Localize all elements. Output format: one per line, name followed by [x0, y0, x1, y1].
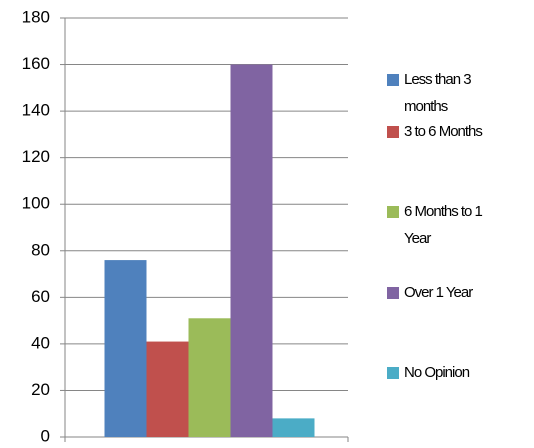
bar — [230, 64, 273, 438]
bar — [188, 318, 231, 437]
legend-label: Over 1 Year — [404, 284, 473, 301]
y-tick-label: 160 — [22, 54, 50, 73]
bar — [146, 341, 189, 437]
legend-swatch — [387, 287, 399, 299]
legend-label: Less than 3 months — [404, 71, 472, 115]
bar — [272, 418, 315, 437]
y-tick-label: 80 — [31, 240, 50, 259]
legend-label: No Opinion — [404, 364, 470, 381]
y-tick-label: 0 — [41, 426, 50, 445]
legend-swatch — [387, 126, 399, 138]
y-tick-label: 140 — [22, 101, 50, 120]
y-tick-label: 100 — [22, 194, 50, 213]
legend-label: 3 to 6 Months — [404, 123, 483, 140]
legend-swatch — [387, 206, 399, 218]
y-tick-label: 40 — [31, 333, 50, 352]
legend-swatch — [387, 367, 399, 379]
y-tick-label: 60 — [31, 287, 50, 306]
y-tick-label: 120 — [22, 147, 50, 166]
legend-swatch — [387, 74, 399, 86]
y-tick-label: 20 — [31, 380, 50, 399]
legend-label: 6 Months to 1 Year — [404, 203, 483, 247]
bar — [104, 260, 147, 437]
y-tick-label: 180 — [22, 7, 50, 26]
